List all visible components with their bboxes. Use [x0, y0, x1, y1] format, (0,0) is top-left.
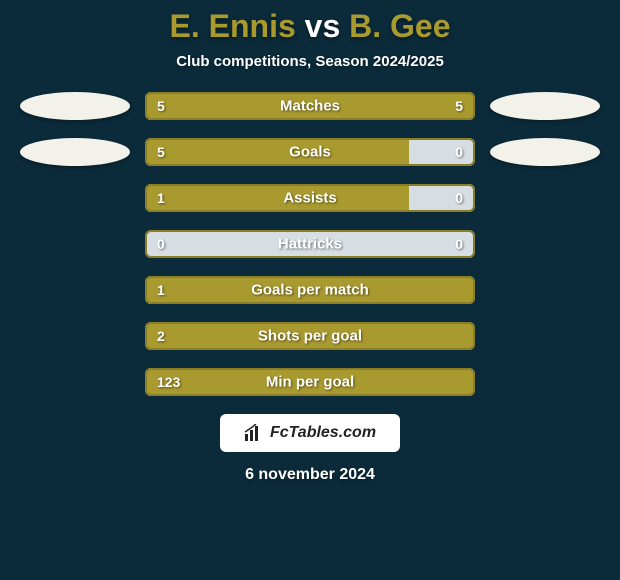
stat-value-left: 2	[157, 328, 165, 344]
stat-bar: 5 5 Matches	[145, 92, 475, 120]
stat-bar: 123 Min per goal	[145, 368, 475, 396]
player-left-portrait	[20, 92, 130, 120]
stat-bar: 1 Goals per match	[145, 276, 475, 304]
stat-label: Shots per goal	[258, 328, 362, 345]
badge-text: FcTables.com	[270, 424, 376, 442]
player-left-portrait	[20, 138, 130, 166]
stat-bar-left-fill	[145, 184, 409, 212]
stat-label: Matches	[280, 98, 340, 115]
stat-bar: 2 Shots per goal	[145, 322, 475, 350]
stat-bar-right-fill	[409, 184, 475, 212]
stat-value-left: 0	[157, 236, 165, 252]
stat-label: Min per goal	[266, 374, 354, 391]
player-left-name: E. Ennis	[170, 8, 296, 44]
stat-value-left: 5	[157, 98, 165, 114]
fctables-badge[interactable]: FcTables.com	[220, 414, 400, 452]
chart-icon	[244, 424, 264, 442]
player-right-name: B. Gee	[349, 8, 450, 44]
stat-row: 123 Min per goal	[0, 368, 620, 396]
stat-row: 1 Goals per match	[0, 276, 620, 304]
stat-row: 2 Shots per goal	[0, 322, 620, 350]
subtitle: Club competitions, Season 2024/2025	[0, 53, 620, 70]
comparison-title: E. Ennis vs B. Gee	[0, 8, 620, 45]
stat-value-left: 1	[157, 282, 165, 298]
stat-label: Goals per match	[251, 282, 369, 299]
stat-value-right: 5	[455, 98, 463, 114]
stat-bar: 5 0 Goals	[145, 138, 475, 166]
date: 6 november 2024	[0, 466, 620, 484]
stat-value-left: 123	[157, 374, 180, 390]
stat-value-right: 0	[455, 236, 463, 252]
stat-value-left: 5	[157, 144, 165, 160]
stat-row: 5 0 Goals	[0, 138, 620, 166]
stat-row: 0 0 Hattricks	[0, 230, 620, 258]
stat-bar: 0 0 Hattricks	[145, 230, 475, 258]
stat-value-right: 0	[455, 190, 463, 206]
stat-row: 1 0 Assists	[0, 184, 620, 212]
player-right-portrait	[490, 92, 600, 120]
stat-row: 5 5 Matches	[0, 92, 620, 120]
stat-value-right: 0	[455, 144, 463, 160]
stat-label: Assists	[283, 190, 336, 207]
player-right-portrait	[490, 138, 600, 166]
stat-value-left: 1	[157, 190, 165, 206]
stat-label: Goals	[289, 144, 331, 161]
stat-bar-right-fill	[409, 138, 475, 166]
stat-bar: 1 0 Assists	[145, 184, 475, 212]
stat-bar-left-fill	[145, 138, 409, 166]
stat-label: Hattricks	[278, 236, 342, 253]
title-vs: vs	[296, 8, 349, 44]
